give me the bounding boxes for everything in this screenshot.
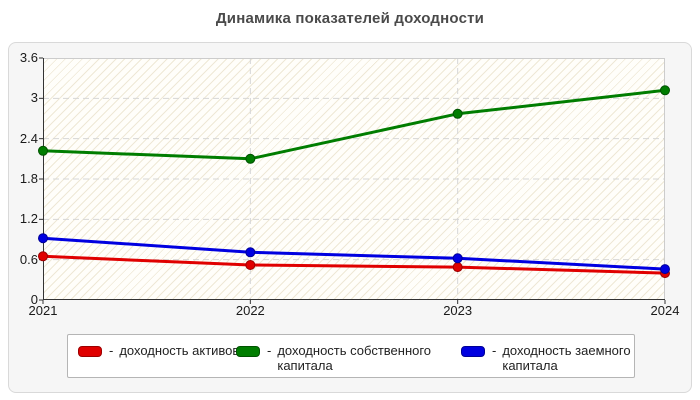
data-point bbox=[245, 153, 256, 164]
series-line-1 bbox=[41, 88, 667, 161]
data-point bbox=[452, 262, 463, 273]
data-point bbox=[660, 264, 670, 275]
legend-swatch-icon bbox=[78, 346, 102, 357]
legend-item: - доходность заемного капитала bbox=[461, 343, 644, 373]
legend-dash: - bbox=[267, 343, 272, 358]
data-point bbox=[452, 108, 463, 119]
legend-label: доходность активов bbox=[119, 343, 240, 358]
legend-item: - доходность собственного капитала bbox=[236, 343, 449, 373]
legend-swatch-icon bbox=[461, 346, 485, 357]
data-point bbox=[38, 145, 48, 156]
x-tick-label: 2022 bbox=[235, 303, 265, 318]
data-point bbox=[245, 260, 256, 270]
data-point bbox=[38, 233, 48, 244]
data-point bbox=[245, 247, 256, 258]
legend: - доходность активов - доходность собственн… bbox=[67, 334, 635, 378]
data-point bbox=[38, 251, 48, 262]
y-tick-label: 2.4 bbox=[19, 130, 38, 146]
y-tick-label: 1.8 bbox=[19, 171, 38, 186]
x-tick-label: 2024 bbox=[650, 303, 680, 318]
y-tick-label: 3 bbox=[30, 90, 38, 106]
page-title: Динамика показателей доходности bbox=[215, 10, 485, 27]
data-point bbox=[660, 85, 670, 96]
y-tick-label: 0.6 bbox=[19, 251, 38, 267]
data-point bbox=[452, 253, 463, 264]
legend-dash: - bbox=[492, 343, 497, 358]
chart-canvas bbox=[38, 57, 670, 304]
series-line-2 bbox=[41, 236, 667, 271]
y-tick-label: 3.6 bbox=[19, 50, 38, 65]
y-tick-label: 1.2 bbox=[19, 211, 38, 227]
legend-swatch-icon bbox=[236, 346, 260, 357]
legend-item: - доходность активов bbox=[78, 343, 239, 358]
x-tick-label: 2023 bbox=[443, 303, 473, 318]
legend-dash: - bbox=[109, 343, 114, 358]
y-tick-label: 0 bbox=[30, 292, 38, 307]
x-tick-label: 2021 bbox=[28, 303, 58, 318]
chart-panel: 0 0.6 1.2 1.8 2.4 3 3.6 2021 2022 2023 2024 - дохо… bbox=[8, 42, 692, 393]
legend-label: доходность заемного капитала bbox=[502, 343, 631, 373]
series-line-0 bbox=[41, 254, 667, 275]
plot-area bbox=[38, 57, 670, 304]
legend-label: доходность собственного капитала bbox=[277, 343, 432, 373]
